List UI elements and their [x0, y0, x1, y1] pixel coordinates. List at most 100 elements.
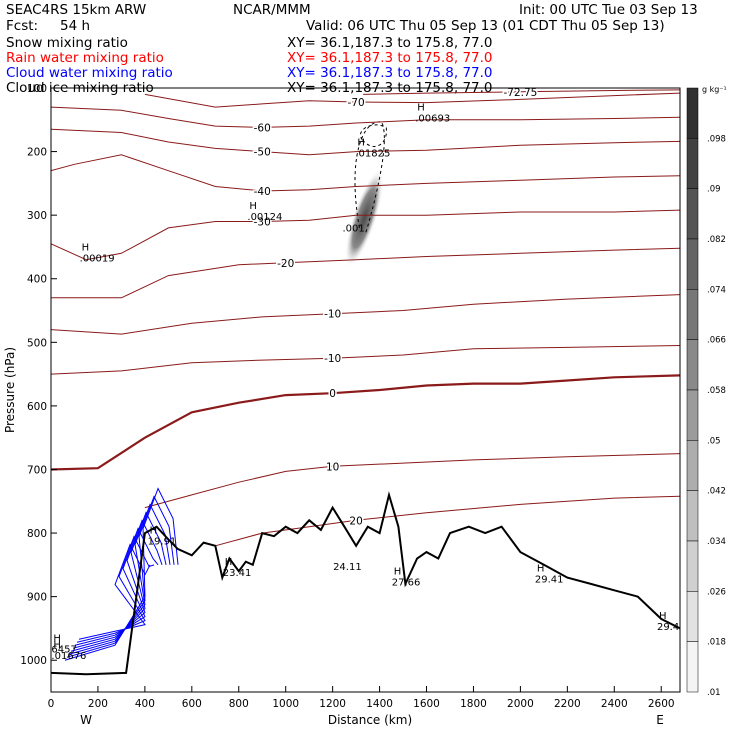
maximum-value: 29.49: [657, 622, 686, 633]
x-tick-label: 2400: [601, 698, 628, 710]
maximum-value: .001: [342, 224, 364, 235]
maximum-marker: H: [249, 201, 257, 212]
maximum-value: 23.41: [223, 568, 252, 579]
y-tick-label: 200: [27, 147, 47, 159]
temperature-contour: [51, 345, 680, 375]
maximum-value: 19.91: [148, 536, 177, 547]
colorbar-segment: [686, 138, 699, 189]
y-tick-label: 600: [27, 401, 47, 413]
x-tick-label: 400: [135, 698, 155, 710]
snow-mixing-ratio-shading: [344, 169, 384, 268]
temperature-contour: [51, 247, 680, 299]
colorbar-label: .058: [707, 386, 726, 396]
fcst-value: 54 h: [60, 18, 91, 34]
init-time: Init: 00 UTC Tue 03 Sep 13: [519, 2, 698, 18]
maximum-value: .00124: [247, 212, 282, 223]
y-tick-label: 300: [27, 210, 47, 222]
y-tick-label: 1000: [20, 655, 47, 667]
x-tick-label: 1800: [460, 698, 487, 710]
colorbar-label: .082: [707, 235, 726, 245]
maximum-value: 6457: [51, 644, 76, 655]
field-xy-snow: XY= 36.1,187.3 to 175.8, 77.0: [287, 35, 493, 51]
colorbar-label: .042: [707, 487, 726, 497]
y-tick-label: 700: [27, 464, 47, 476]
field-name-rain: Rain water mixing ratio: [6, 50, 164, 66]
colorbar-units: g kg⁻¹: [702, 85, 727, 94]
maximum-marker: H: [537, 564, 545, 575]
maximum-value: 29.41: [535, 575, 564, 586]
terrain-line: [51, 491, 680, 676]
temperature-contour-label: -70: [348, 97, 365, 109]
colorbar-label: .074: [707, 285, 726, 295]
colorbar-label: .018: [707, 638, 726, 648]
temperature-contour-label: -60: [254, 122, 271, 134]
temperature-contour: [144, 453, 680, 509]
colorbar-label: .066: [707, 336, 726, 346]
maximum-marker: H: [225, 557, 233, 568]
temperature-contour-label: -50: [254, 147, 271, 159]
maximum-value: .01825: [355, 149, 390, 160]
x-tick-label: 200: [88, 698, 108, 710]
temperature-contour: [51, 128, 680, 156]
maximum-marker: H: [82, 242, 90, 253]
x-tick-label: 600: [182, 698, 202, 710]
model-title: SEAC4RS 15km ARW: [6, 2, 147, 18]
maximum-marker: H: [659, 611, 667, 622]
field-xy-cloud-water: XY= 36.1,187.3 to 175.8, 77.0: [287, 65, 493, 81]
valid-time: Valid: 06 UTC Thu 05 Sep 13 (01 CDT Thu …: [306, 18, 665, 34]
y-tick-label: 800: [27, 528, 47, 540]
temperature-contour-label: -10: [324, 353, 341, 365]
temperature-contour: [363, 89, 680, 95]
temperature-contour-label: -72.75: [503, 87, 537, 99]
x-axis-label: Distance (km): [328, 713, 412, 727]
temperature-contour-label: 10: [326, 461, 339, 473]
y-tick-label: 400: [27, 274, 47, 286]
fcst-label: Fcst:: [6, 18, 39, 34]
cloud-water-contour: [72, 519, 163, 649]
x-end-label-west: W: [80, 713, 92, 727]
x-tick-label: 2200: [554, 698, 581, 710]
center-label: NCAR/MMM: [233, 2, 311, 18]
colorbar-segment: [686, 238, 699, 290]
colorbar-label: .034: [707, 537, 726, 547]
colorbar-segment: [686, 389, 699, 441]
colorbar-segment: [686, 440, 699, 491]
x-tick-label: 1400: [366, 698, 393, 710]
colorbar-segment: [686, 339, 699, 391]
colorbar-label: .026: [707, 587, 726, 597]
temperature-contour: [51, 106, 680, 128]
y-tick-label: 900: [27, 592, 47, 604]
y-axis-label: Pressure (hPa): [3, 347, 17, 433]
x-tick-label: 2600: [648, 698, 675, 710]
colorbar-segment: [686, 289, 699, 340]
x-tick-label: 1000: [272, 698, 299, 710]
temperature-contour: [144, 92, 680, 108]
x-tick-label: 800: [229, 698, 249, 710]
maximum-marker: H: [53, 633, 61, 644]
temperature-contour: [51, 209, 680, 261]
colorbar-segment: [686, 490, 699, 542]
colorbar-segment: [686, 591, 699, 642]
x-end-label-east: E: [656, 713, 664, 727]
temperature-contour: [51, 374, 680, 471]
maximum-marker: H: [417, 103, 425, 114]
colorbar-segment: [686, 87, 699, 139]
plot-frame: [50, 87, 681, 693]
y-tick-label: 100: [27, 83, 47, 95]
temperature-contour: [51, 294, 680, 335]
cloud-water-contour: [70, 511, 167, 652]
maximum-value: .01676: [51, 651, 86, 662]
maximum-marker: H: [394, 567, 402, 578]
x-tick-label: 1600: [413, 698, 440, 710]
cloud-water-contour: [78, 543, 151, 640]
temperature-contour-label: -30: [254, 217, 271, 229]
maximum-value: 24.11: [333, 562, 362, 573]
colorbar-segment: [686, 540, 699, 592]
temperature-contour-label: -40: [254, 186, 271, 198]
x-tick-label: 0: [48, 698, 55, 710]
temperature-contour: [215, 495, 680, 547]
maximum-value: .00019: [80, 253, 115, 264]
temperature-contour-label: 20: [349, 515, 362, 527]
temperature-contour-label: -10: [324, 309, 341, 321]
